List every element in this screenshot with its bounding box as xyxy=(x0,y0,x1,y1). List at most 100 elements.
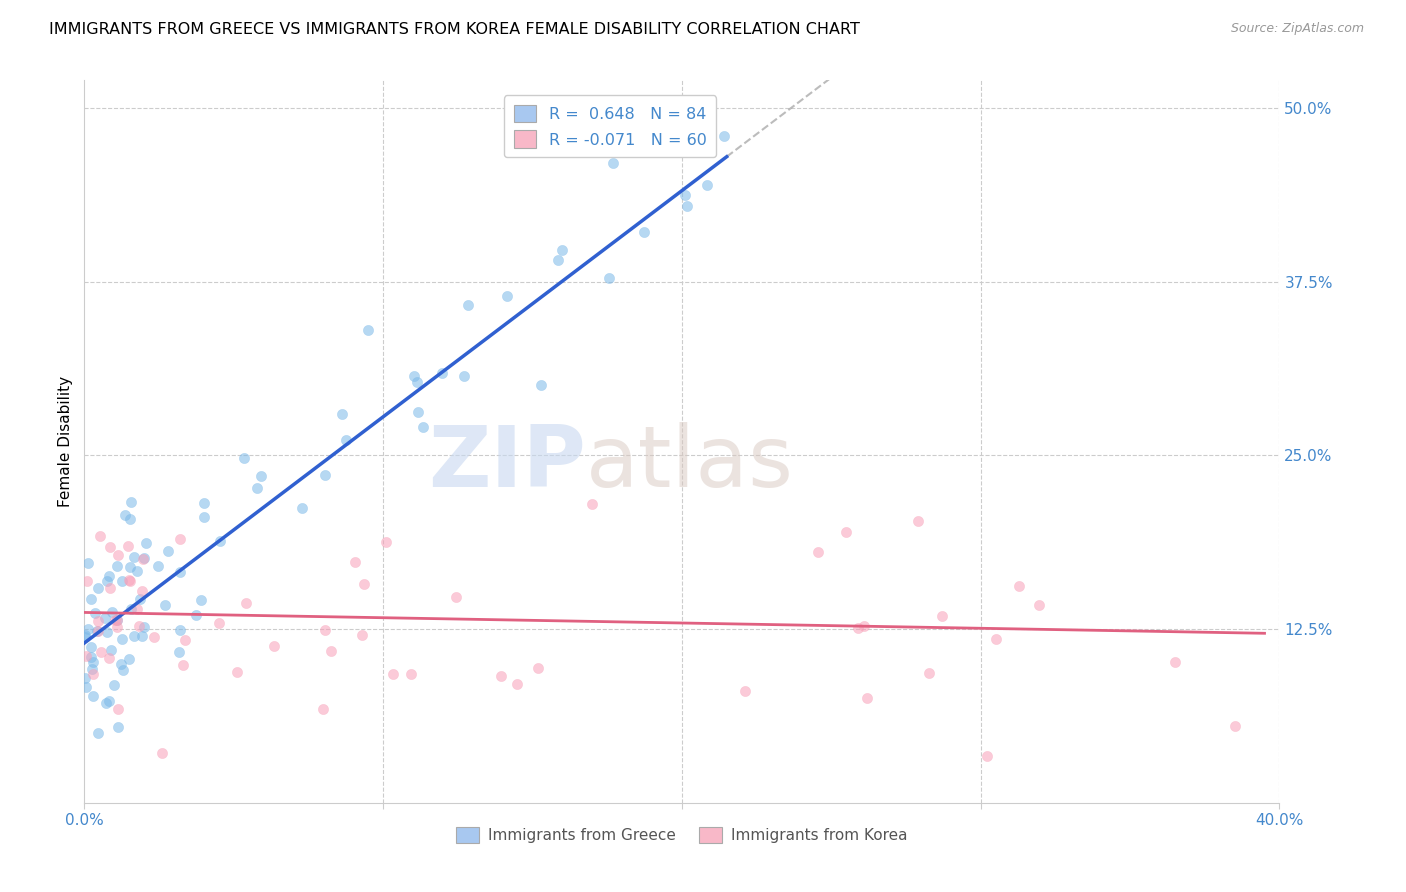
Point xyxy=(335,433,357,447)
Point xyxy=(118,560,141,574)
Point xyxy=(120,512,142,526)
Point xyxy=(80,640,103,655)
Point xyxy=(169,565,191,579)
Point xyxy=(87,726,110,740)
Point xyxy=(673,188,696,202)
Point xyxy=(125,564,148,578)
Point xyxy=(676,199,699,213)
Point xyxy=(107,720,129,734)
Point xyxy=(314,624,336,638)
Point xyxy=(807,545,830,559)
Y-axis label: Female Disability: Female Disability xyxy=(58,376,73,508)
Point xyxy=(602,156,624,170)
Point xyxy=(976,749,998,764)
Point xyxy=(132,619,155,633)
Point xyxy=(399,666,422,681)
Point xyxy=(412,419,434,434)
Point xyxy=(319,644,342,658)
Point xyxy=(235,596,257,610)
Point xyxy=(598,271,620,285)
Point xyxy=(117,540,139,554)
Point xyxy=(114,508,136,522)
Point xyxy=(96,625,118,640)
Point xyxy=(98,650,121,665)
Point xyxy=(489,669,512,683)
Point xyxy=(153,599,176,613)
Point xyxy=(551,244,574,258)
Point xyxy=(111,574,134,588)
Point xyxy=(527,661,550,675)
Point xyxy=(495,289,517,303)
Point xyxy=(118,573,141,587)
Point xyxy=(118,652,141,666)
Point xyxy=(89,529,111,543)
Point xyxy=(696,178,718,193)
Point xyxy=(907,514,929,528)
Point xyxy=(1008,580,1031,594)
Point xyxy=(208,534,231,549)
Point xyxy=(77,622,100,636)
Point xyxy=(100,643,122,657)
Point xyxy=(581,497,603,511)
Point xyxy=(132,551,155,566)
Point xyxy=(75,630,97,644)
Point xyxy=(131,629,153,643)
Point xyxy=(343,555,366,569)
Point xyxy=(291,500,314,515)
Point xyxy=(233,450,256,465)
Point xyxy=(134,536,156,550)
Point xyxy=(122,629,145,643)
Point xyxy=(457,298,479,312)
Point xyxy=(77,557,100,571)
Point xyxy=(131,583,153,598)
Point xyxy=(100,605,122,619)
Point xyxy=(86,624,108,638)
Point xyxy=(246,481,269,495)
Point xyxy=(986,632,1008,646)
Point xyxy=(97,694,120,708)
Point xyxy=(353,576,375,591)
Point xyxy=(150,747,173,761)
Point xyxy=(547,253,569,268)
Point xyxy=(82,655,104,669)
Point xyxy=(169,532,191,546)
Point xyxy=(94,611,117,625)
Point xyxy=(87,614,110,628)
Point xyxy=(107,702,129,716)
Point xyxy=(530,377,553,392)
Point xyxy=(75,628,97,642)
Point xyxy=(105,613,128,627)
Point xyxy=(167,645,190,659)
Point xyxy=(105,559,128,574)
Point xyxy=(172,657,194,672)
Point xyxy=(96,696,118,710)
Point xyxy=(142,630,165,644)
Point xyxy=(118,574,141,588)
Point xyxy=(82,667,104,681)
Point xyxy=(75,648,97,663)
Point xyxy=(208,616,231,631)
Point xyxy=(120,495,142,509)
Point xyxy=(104,613,127,627)
Point xyxy=(75,680,97,694)
Point xyxy=(406,375,429,389)
Text: IMMIGRANTS FROM GREECE VS IMMIGRANTS FROM KOREA FEMALE DISABILITY CORRELATION CH: IMMIGRANTS FROM GREECE VS IMMIGRANTS FRO… xyxy=(49,22,860,37)
Point xyxy=(96,574,118,588)
Point xyxy=(129,592,152,607)
Text: atlas: atlas xyxy=(586,422,794,505)
Point xyxy=(506,677,529,691)
Point xyxy=(446,590,468,604)
Point xyxy=(314,468,336,483)
Point xyxy=(330,407,353,421)
Point xyxy=(174,633,197,648)
Point xyxy=(80,650,103,665)
Point xyxy=(184,608,207,623)
Point xyxy=(193,510,215,524)
Point xyxy=(105,613,128,627)
Point xyxy=(169,623,191,637)
Point xyxy=(80,662,103,676)
Point xyxy=(111,663,134,677)
Point xyxy=(82,689,104,703)
Point xyxy=(1028,598,1050,612)
Point xyxy=(734,683,756,698)
